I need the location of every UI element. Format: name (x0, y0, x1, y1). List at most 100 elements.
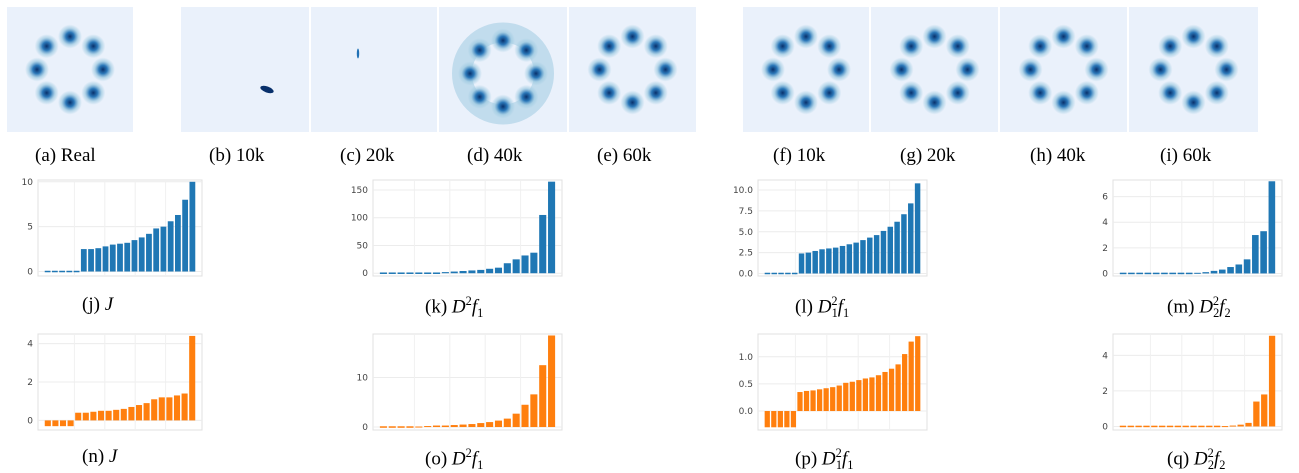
bar (379, 426, 387, 428)
bar (97, 410, 105, 421)
y-tick-label: 100 (351, 214, 368, 224)
density-mode (643, 34, 668, 59)
y-tick-label: 0 (27, 416, 33, 426)
bar (539, 214, 547, 274)
caption-k: (k) D2f1 (425, 294, 484, 321)
bar (117, 243, 123, 272)
bar (44, 420, 51, 427)
density-mode (356, 48, 360, 59)
bar-chart-p: 0.0 0.5 1.0 (720, 330, 935, 440)
y-tick-label: 0 (27, 268, 33, 278)
bar (109, 244, 116, 272)
density-panel-c (311, 7, 437, 132)
bar (1119, 272, 1127, 275)
bar (406, 426, 414, 428)
caption-d: (d) 40k (467, 145, 523, 166)
density-mode (34, 80, 59, 105)
density-mode (81, 80, 106, 105)
bar (1237, 424, 1244, 427)
density-mode (1028, 34, 1053, 59)
bar (1260, 231, 1267, 274)
bar-chart-j: 0 5 10 (0, 176, 210, 286)
bar (397, 272, 405, 274)
caption-n: (n) J (82, 446, 118, 467)
bar (521, 255, 529, 274)
bar (819, 249, 825, 274)
density-mode (794, 90, 818, 115)
density-mode (1074, 34, 1099, 59)
bar (812, 250, 818, 274)
bar (901, 214, 907, 274)
density-mode (770, 34, 795, 59)
density-plot-c (356, 48, 360, 59)
bar-chart-m-svg: 0 2 4 6 (1102, 179, 1283, 279)
density-mode (620, 24, 645, 49)
bar (379, 272, 387, 274)
density-mode (587, 57, 612, 82)
bar (388, 426, 396, 428)
bar (803, 390, 810, 412)
density-mode (1158, 34, 1183, 59)
density-plot-i (1148, 24, 1239, 115)
bar-chart-q-svg: 0 2 4 (1102, 333, 1283, 432)
bar (51, 270, 58, 273)
bar (1229, 425, 1236, 427)
density-mode (1204, 34, 1229, 59)
bar (441, 272, 449, 274)
bar (1268, 181, 1276, 274)
bar (432, 272, 441, 274)
bar (915, 336, 921, 412)
bar (450, 425, 458, 428)
bar (1227, 267, 1234, 274)
bar (530, 252, 538, 274)
bar-chart-l: 0.0 2.5 5.0 7.5 10.0 (720, 176, 935, 286)
bar (1119, 425, 1127, 428)
bar (846, 244, 853, 274)
density-mode (1018, 57, 1043, 82)
bar-chart-n-svg: 0 2 4 (27, 333, 203, 431)
bar (1206, 425, 1213, 428)
bar (873, 235, 880, 274)
bar-chart-m: 0 2 4 6 (1075, 176, 1290, 286)
density-mode (899, 80, 924, 105)
bar (908, 203, 914, 274)
bar (1128, 272, 1135, 275)
bar (95, 248, 102, 272)
density-mode (817, 34, 842, 59)
bar (539, 365, 547, 428)
density-plot-h (1018, 24, 1109, 115)
density-mode (1028, 80, 1053, 105)
caption-e: (e) 60k (597, 145, 652, 166)
bar (764, 411, 770, 428)
bar (477, 423, 485, 428)
caption-o: (o) D2f1 (425, 446, 484, 473)
density-plot-f (761, 24, 851, 115)
bar (797, 392, 803, 412)
bar (816, 389, 823, 412)
bar (839, 245, 846, 274)
bar (166, 397, 173, 421)
density-plot-d (452, 22, 554, 125)
bar (1194, 272, 1201, 274)
bar (459, 424, 467, 428)
bar (1136, 272, 1143, 275)
bar (158, 397, 165, 421)
bar (66, 270, 73, 273)
y-tick-label: 0 (362, 423, 368, 433)
bar (856, 380, 862, 412)
bar-chart-o: 0 10 (335, 330, 570, 440)
density-plot-g (889, 24, 980, 115)
density-mode (58, 24, 82, 49)
bar (1213, 425, 1221, 428)
bar (153, 228, 160, 272)
bar (67, 420, 74, 427)
bar (869, 377, 875, 412)
y-tick-label: 6 (1102, 193, 1108, 203)
bar (73, 270, 80, 273)
bar (853, 242, 859, 274)
bar (59, 270, 65, 273)
bar (1185, 272, 1193, 275)
density-mode (643, 80, 668, 105)
y-tick-label: 5 (27, 223, 33, 233)
bar (415, 272, 423, 274)
